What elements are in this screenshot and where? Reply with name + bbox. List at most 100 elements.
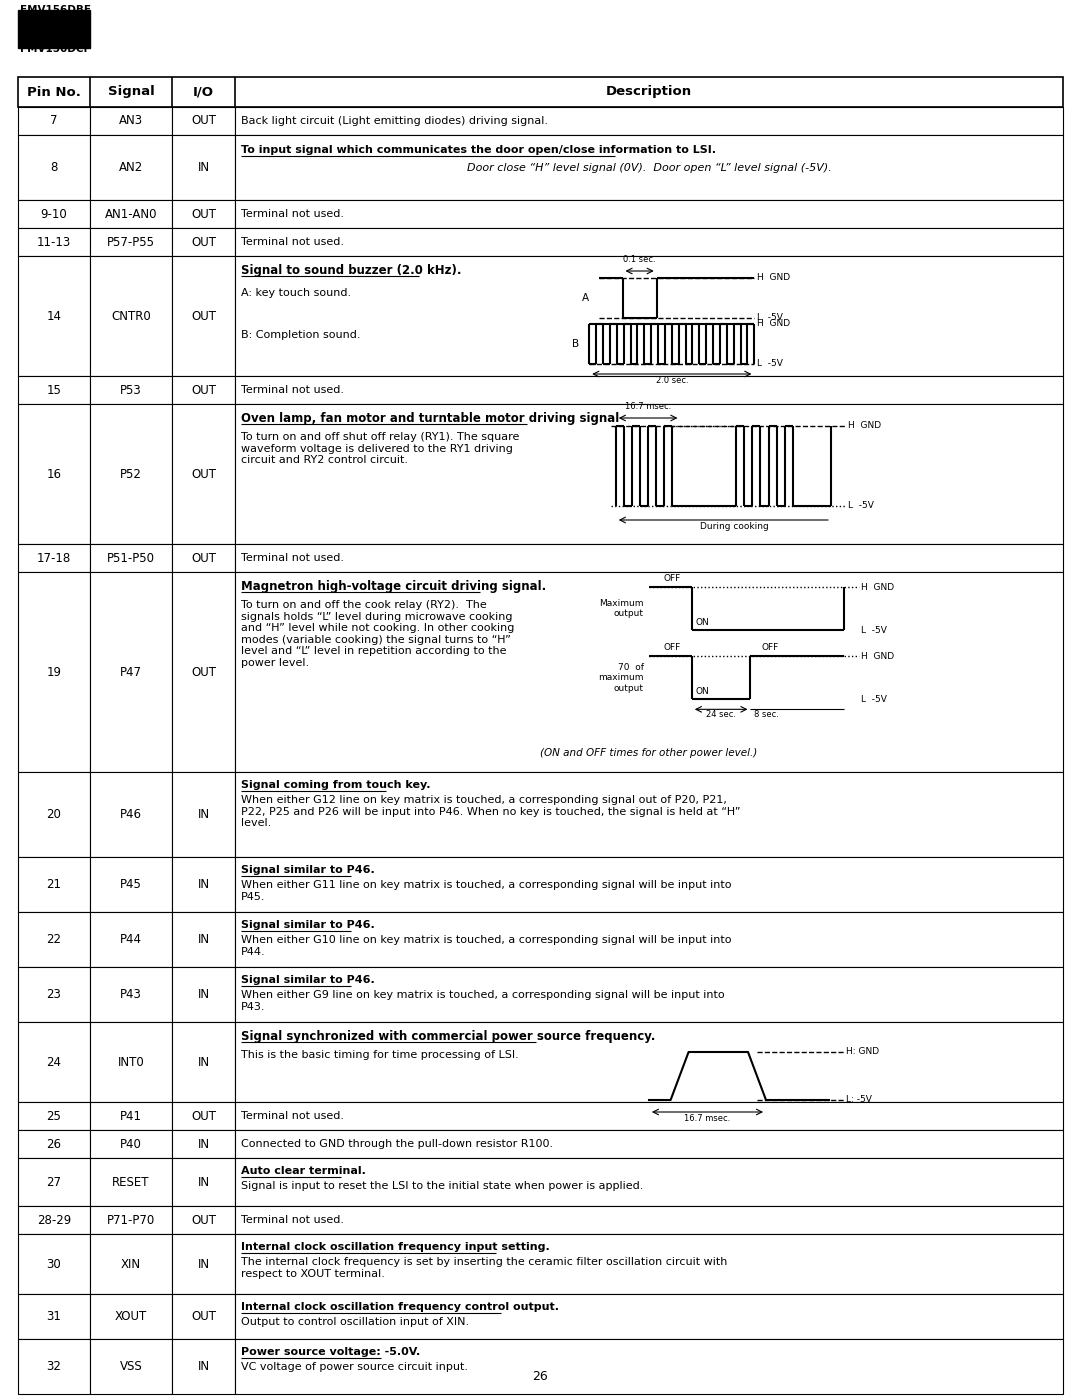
Bar xyxy=(235,1023,1063,1102)
Text: Terminal not used.: Terminal not used. xyxy=(241,553,345,563)
Text: OUT: OUT xyxy=(191,468,216,481)
Bar xyxy=(235,967,1063,1023)
Text: IN: IN xyxy=(198,877,210,891)
Text: L: -5V: L: -5V xyxy=(846,1095,872,1105)
Bar xyxy=(18,77,1063,108)
Text: P44: P44 xyxy=(120,933,141,946)
Bar xyxy=(172,228,235,256)
Text: VC voltage of power source circuit input.: VC voltage of power source circuit input… xyxy=(241,1362,468,1372)
Text: When either G11 line on key matrix is touched, a corresponding signal will be in: When either G11 line on key matrix is to… xyxy=(241,880,731,901)
Bar xyxy=(235,1102,1063,1130)
Text: 16.7 msec.: 16.7 msec. xyxy=(685,1113,731,1123)
Text: OUT: OUT xyxy=(191,552,216,564)
Text: Terminal not used.: Terminal not used. xyxy=(241,210,345,219)
Text: IN: IN xyxy=(198,161,210,175)
Text: A: key touch sound.: A: key touch sound. xyxy=(241,288,351,298)
Text: 22: 22 xyxy=(46,933,62,946)
Text: 14: 14 xyxy=(46,310,62,323)
Text: P45: P45 xyxy=(120,877,141,891)
Text: Internal clock oscillation frequency input setting.: Internal clock oscillation frequency inp… xyxy=(241,1242,550,1252)
Bar xyxy=(18,376,90,404)
Bar xyxy=(172,404,235,543)
Bar xyxy=(172,1102,235,1130)
Bar xyxy=(18,1206,90,1234)
Text: P57-P55: P57-P55 xyxy=(107,236,156,249)
Bar xyxy=(90,404,172,543)
Text: L  -5V: L -5V xyxy=(848,502,874,510)
Bar xyxy=(18,1130,90,1158)
Bar xyxy=(90,256,172,376)
Text: 31: 31 xyxy=(46,1310,62,1323)
Bar xyxy=(172,1294,235,1338)
Text: OUT: OUT xyxy=(191,1310,216,1323)
Text: OUT: OUT xyxy=(191,310,216,323)
Text: Signal: Signal xyxy=(108,85,154,99)
Text: OUT: OUT xyxy=(191,1214,216,1227)
Text: Power source voltage: -5.0V.: Power source voltage: -5.0V. xyxy=(241,1347,420,1356)
Bar xyxy=(90,108,172,136)
Bar xyxy=(90,228,172,256)
Text: When either G10 line on key matrix is touched, a corresponding signal will be in: When either G10 line on key matrix is to… xyxy=(241,935,731,957)
Text: L  -5V: L -5V xyxy=(861,626,887,634)
Text: 9-10: 9-10 xyxy=(41,208,67,221)
Bar xyxy=(18,256,90,376)
Bar xyxy=(18,108,90,136)
Bar xyxy=(172,1158,235,1206)
Text: 23: 23 xyxy=(46,988,62,1002)
Text: A: A xyxy=(582,293,590,303)
Text: IN: IN xyxy=(198,933,210,946)
Bar xyxy=(235,376,1063,404)
Text: P47: P47 xyxy=(120,665,141,679)
Bar xyxy=(90,136,172,200)
Text: FMV156DQE: FMV156DQE xyxy=(21,31,92,41)
Text: IN: IN xyxy=(198,988,210,1002)
Bar xyxy=(235,108,1063,136)
Text: 24 sec.: 24 sec. xyxy=(706,710,737,719)
Text: To turn on and off the cook relay (RY2).  The
signals holds “L” level during mic: To turn on and off the cook relay (RY2).… xyxy=(241,599,514,668)
Bar xyxy=(90,376,172,404)
Bar xyxy=(172,1206,235,1234)
Text: RESET: RESET xyxy=(112,1175,150,1189)
Bar xyxy=(90,1130,172,1158)
Text: Signal similar to P46.: Signal similar to P46. xyxy=(241,975,375,985)
Bar xyxy=(235,1158,1063,1206)
Text: OUT: OUT xyxy=(191,236,216,249)
Bar xyxy=(90,543,172,571)
Text: P51-P50: P51-P50 xyxy=(107,552,156,564)
Text: P46: P46 xyxy=(120,807,141,821)
Text: When either G9 line on key matrix is touched, a corresponding signal will be inp: When either G9 line on key matrix is tou… xyxy=(241,990,725,1011)
Text: 11-13: 11-13 xyxy=(37,236,71,249)
Text: ON: ON xyxy=(696,619,710,627)
Text: 17-18: 17-18 xyxy=(37,552,71,564)
Bar xyxy=(18,404,90,543)
Text: H  GND: H GND xyxy=(757,274,791,282)
Bar xyxy=(18,912,90,967)
Text: 30: 30 xyxy=(46,1257,62,1270)
Text: Auto clear terminal.: Auto clear terminal. xyxy=(241,1166,366,1176)
Text: OUT: OUT xyxy=(191,1109,216,1123)
Text: OUT: OUT xyxy=(191,384,216,397)
Text: Signal similar to P46.: Signal similar to P46. xyxy=(241,921,375,930)
Bar xyxy=(235,1130,1063,1158)
Text: Door close “H” level signal (0V).  Door open “L” level signal (-5V).: Door close “H” level signal (0V). Door o… xyxy=(467,163,832,173)
Text: XIN: XIN xyxy=(121,1257,141,1270)
Text: FMV156DBE: FMV156DBE xyxy=(21,6,91,15)
Text: When either G12 line on key matrix is touched, a corresponding signal out of P20: When either G12 line on key matrix is to… xyxy=(241,795,741,828)
Text: P43: P43 xyxy=(120,988,141,1002)
Text: L  -5V: L -5V xyxy=(861,694,887,704)
Text: H  GND: H GND xyxy=(757,320,791,328)
Bar xyxy=(18,773,90,856)
Text: H  GND: H GND xyxy=(861,583,894,591)
Bar xyxy=(90,1206,172,1234)
Text: XOUT: XOUT xyxy=(114,1310,147,1323)
Bar xyxy=(90,773,172,856)
Bar xyxy=(172,1338,235,1394)
Text: AN2: AN2 xyxy=(119,161,144,175)
Bar xyxy=(235,200,1063,228)
Text: To input signal which communicates the door open/close information to LSI.: To input signal which communicates the d… xyxy=(241,145,716,155)
Text: B: Completion sound.: B: Completion sound. xyxy=(241,330,361,339)
Bar xyxy=(18,967,90,1023)
Bar xyxy=(18,856,90,912)
Text: 25: 25 xyxy=(46,1109,62,1123)
Bar xyxy=(90,1234,172,1294)
